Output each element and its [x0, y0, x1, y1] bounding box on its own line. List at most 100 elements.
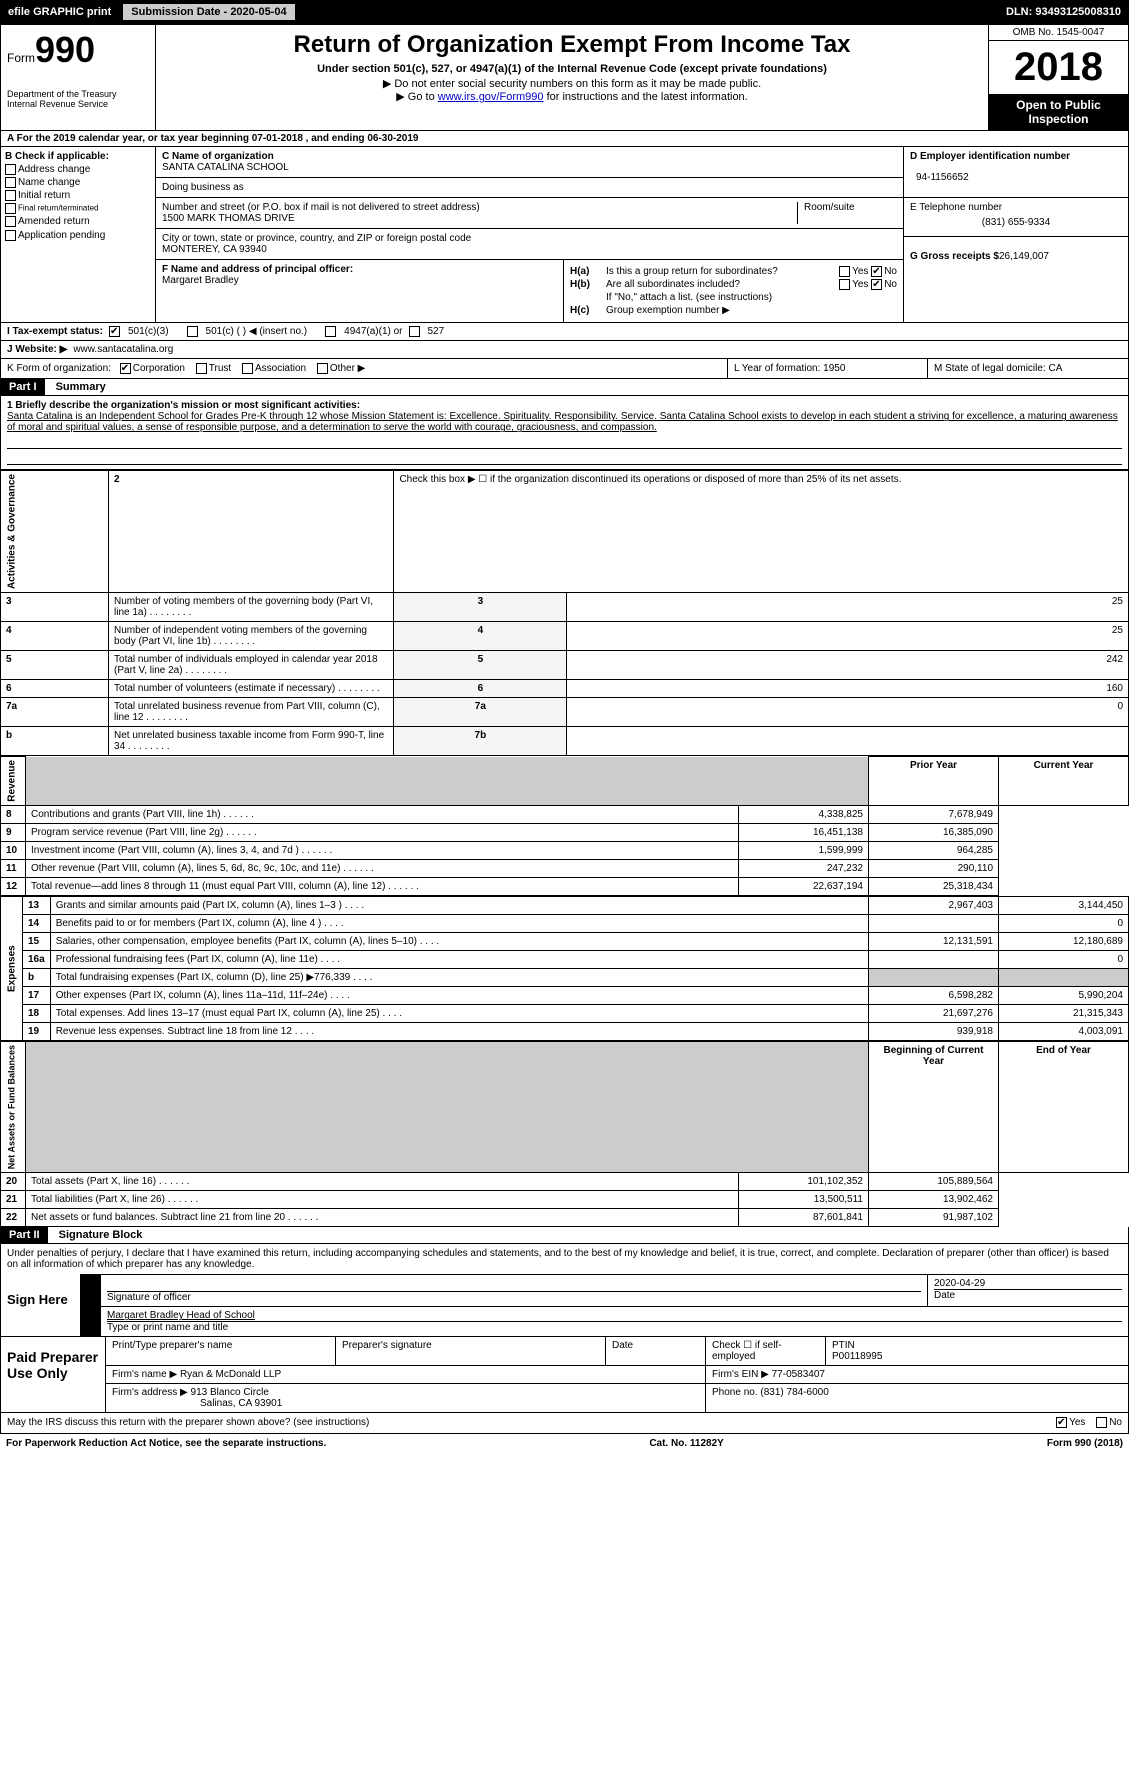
chk-final[interactable]: Final return/terminated: [5, 203, 151, 214]
paid-preparer-label: Paid Preparer Use Only: [1, 1337, 106, 1412]
col-b-middle: C Name of organization SANTA CATALINA SC…: [156, 147, 903, 322]
table-row: 5 Total number of individuals employed i…: [1, 651, 1129, 680]
discuss-no-chk[interactable]: [1096, 1417, 1107, 1428]
chk-trust[interactable]: [196, 363, 207, 374]
current-val: 105,889,564: [869, 1173, 999, 1191]
line-text: Total unrelated business revenue from Pa…: [109, 698, 394, 727]
section-fh: F Name and address of principal officer:…: [156, 259, 903, 322]
street-box: Number and street (or P.O. box if mail i…: [156, 198, 903, 229]
revenue-table: Revenue Prior Year Current Year 8 Contri…: [0, 756, 1129, 896]
efile-label: efile GRAPHIC print: [8, 6, 111, 18]
value: 25: [567, 593, 1129, 622]
chk-pending[interactable]: Application pending: [5, 230, 151, 241]
value: 242: [567, 651, 1129, 680]
discuss-yesno: Yes No: [1056, 1417, 1122, 1428]
line-text: Total assets (Part X, line 16) . . . . .…: [26, 1173, 739, 1191]
prior-val: [869, 915, 999, 933]
line-1-label: 1 Briefly describe the organization's mi…: [7, 400, 1122, 411]
table-row: 11 Other revenue (Part VIII, column (A),…: [1, 860, 1129, 878]
open-public: Open to Public Inspection: [989, 94, 1128, 130]
m-label: M State of legal domicile:: [934, 363, 1046, 374]
box-num: 4: [394, 622, 567, 651]
ha-yesno: Yes No: [839, 266, 897, 277]
table-row: 14 Benefits paid to or for members (Part…: [1, 915, 1129, 933]
e-label: E Telephone number: [910, 202, 1122, 213]
line-text: Revenue less expenses. Subtract line 18 …: [50, 1023, 868, 1041]
current-val: [999, 969, 1129, 987]
side-net: Net Assets or Fund Balances: [1, 1042, 26, 1173]
chk-501c[interactable]: [187, 326, 198, 337]
check-self-emp: Check ☐ if self-employed: [706, 1337, 826, 1365]
irs-link[interactable]: www.irs.gov/Form990: [438, 91, 544, 103]
line-num: 7a: [1, 698, 109, 727]
firm-name-cell: Firm's name ▶ Ryan & McDonald LLP: [106, 1366, 706, 1383]
form-subtitle: Under section 501(c), 527, or 4947(a)(1)…: [162, 63, 982, 75]
dept-irs: Internal Revenue Service: [7, 99, 149, 109]
line-num: 22: [1, 1209, 26, 1227]
prep-sig-label: Preparer's signature: [336, 1337, 606, 1365]
chk-initial[interactable]: Initial return: [5, 190, 151, 201]
box-num: 3: [394, 593, 567, 622]
firm-phone-cell: Phone no. (831) 784-6000: [706, 1384, 1128, 1412]
rev-spacer: [26, 757, 869, 806]
org-name: SANTA CATALINA SCHOOL: [162, 162, 897, 173]
street-label: Number and street (or P.O. box if mail i…: [162, 202, 797, 213]
current-val: 0: [999, 951, 1129, 969]
line-num: b: [1, 727, 109, 756]
table-row: 3 Number of voting members of the govern…: [1, 593, 1129, 622]
chk-501c3[interactable]: [109, 326, 120, 337]
hb-yesno: Yes No: [839, 279, 897, 290]
b-label: B Check if applicable:: [5, 151, 151, 162]
form-word: Form: [7, 51, 35, 65]
part2-bar: Part II Signature Block: [0, 1227, 1129, 1244]
value: 0: [567, 698, 1129, 727]
line-text: Contributions and grants (Part VIII, lin…: [26, 806, 739, 824]
chk-527[interactable]: [409, 326, 420, 337]
note2-pre: ▶ Go to: [396, 91, 437, 103]
current-val: 290,110: [869, 860, 999, 878]
officer-name-line: Margaret Bradley Head of School Type or …: [81, 1306, 1128, 1336]
sign-here-label: Sign Here: [1, 1274, 81, 1336]
d-label: D Employer identification number: [910, 151, 1122, 162]
note2-post: for instructions and the latest informat…: [544, 91, 748, 103]
discuss-row: May the IRS discuss this return with the…: [0, 1413, 1129, 1433]
street: 1500 MARK THOMAS DRIVE: [162, 213, 797, 224]
line-num: 12: [1, 878, 26, 896]
sig-date-field: 2020-04-29 Date: [928, 1275, 1128, 1306]
prior-val: 101,102,352: [739, 1173, 869, 1191]
cat-no: Cat. No. 11282Y: [649, 1438, 723, 1449]
current-val: 12,180,689: [999, 933, 1129, 951]
chk-amended[interactable]: Amended return: [5, 216, 151, 227]
k-col: K Form of organization: Corporation Trus…: [1, 359, 728, 378]
form-990-footer: Form 990 (2018): [1047, 1438, 1123, 1449]
chk-name[interactable]: Name change: [5, 177, 151, 188]
prior-val: 2,967,403: [869, 897, 999, 915]
ptin-col: PTIN P00118995: [826, 1337, 1128, 1365]
dept-treasury: Department of the Treasury: [7, 89, 149, 99]
value: 160: [567, 680, 1129, 698]
line-text: Number of independent voting members of …: [109, 622, 394, 651]
chk-other[interactable]: [317, 363, 328, 374]
chk-address[interactable]: Address change: [5, 164, 151, 175]
l-label: L Year of formation:: [734, 363, 820, 374]
line-num: 5: [1, 651, 109, 680]
chk-4947[interactable]: [325, 326, 336, 337]
net-table: Net Assets or Fund Balances Beginning of…: [0, 1041, 1129, 1227]
line-text: Total revenue—add lines 8 through 11 (mu…: [26, 878, 739, 896]
row-j: J Website: ▶ www.santacatalina.org: [0, 341, 1129, 359]
open-line-2: Inspection: [993, 112, 1124, 126]
blank-line-2: [7, 453, 1122, 465]
line-num: 3: [1, 593, 109, 622]
table-row: 4 Number of independent voting members o…: [1, 622, 1129, 651]
form-note-1: ▶ Do not enter social security numbers o…: [162, 77, 982, 90]
side-rev: Revenue: [1, 757, 26, 806]
chk-assoc[interactable]: [242, 363, 253, 374]
prior-val: [869, 951, 999, 969]
line-text: Grants and similar amounts paid (Part IX…: [50, 897, 868, 915]
form-header: Form990 Department of the Treasury Inter…: [0, 24, 1129, 131]
form-center-col: Return of Organization Exempt From Incom…: [156, 25, 988, 130]
discuss-yes-chk[interactable]: [1056, 1417, 1067, 1428]
chk-corp[interactable]: [120, 363, 131, 374]
line-2-num: 2: [109, 471, 394, 593]
col-prior: Prior Year: [869, 757, 999, 806]
